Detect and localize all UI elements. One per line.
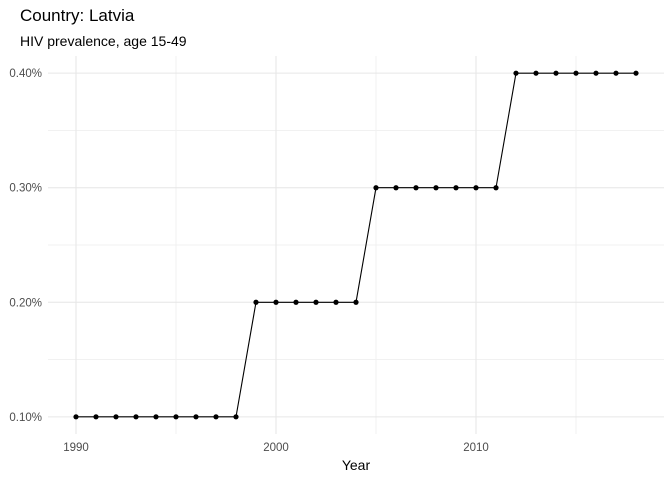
data-point bbox=[293, 299, 299, 305]
data-point bbox=[393, 185, 399, 191]
data-point bbox=[73, 414, 79, 420]
y-tick-label: 0.10% bbox=[9, 412, 42, 424]
series-points bbox=[73, 70, 639, 420]
chart-subtitle: HIV prevalence, age 15-49 bbox=[20, 33, 187, 49]
data-point bbox=[213, 414, 219, 420]
data-point bbox=[113, 414, 119, 420]
data-point bbox=[613, 70, 619, 76]
data-point bbox=[453, 185, 459, 191]
axes: 1990 2000 2010 0.10% 0.20% 0.30% 0.40% bbox=[9, 68, 488, 454]
data-point bbox=[493, 185, 499, 191]
data-point bbox=[633, 70, 639, 76]
x-tick-label: 2010 bbox=[463, 442, 489, 454]
x-tick-label: 2000 bbox=[263, 442, 289, 454]
data-point bbox=[573, 70, 579, 76]
x-tick-label: 1990 bbox=[63, 442, 89, 454]
data-point bbox=[153, 414, 159, 420]
data-point bbox=[413, 185, 419, 191]
data-point bbox=[93, 414, 99, 420]
data-point bbox=[193, 414, 199, 420]
grid bbox=[48, 56, 664, 434]
data-point bbox=[593, 70, 599, 76]
data-point bbox=[373, 185, 379, 191]
data-point bbox=[553, 70, 559, 76]
data-point bbox=[333, 299, 339, 305]
data-point bbox=[353, 299, 359, 305]
x-axis-title: Year bbox=[342, 457, 371, 473]
y-tick-label: 0.40% bbox=[9, 68, 42, 80]
y-tick-label: 0.30% bbox=[9, 183, 42, 195]
data-point bbox=[133, 414, 139, 420]
data-point bbox=[473, 185, 479, 191]
data-point bbox=[273, 299, 279, 305]
data-point bbox=[313, 299, 319, 305]
y-tick-label: 0.20% bbox=[9, 297, 42, 309]
data-point bbox=[513, 70, 519, 76]
data-point bbox=[173, 414, 179, 420]
data-point bbox=[533, 70, 539, 76]
chart-title: Country: Latvia bbox=[20, 6, 135, 25]
data-point bbox=[253, 299, 259, 305]
data-point bbox=[233, 414, 239, 420]
data-point bbox=[433, 185, 439, 191]
